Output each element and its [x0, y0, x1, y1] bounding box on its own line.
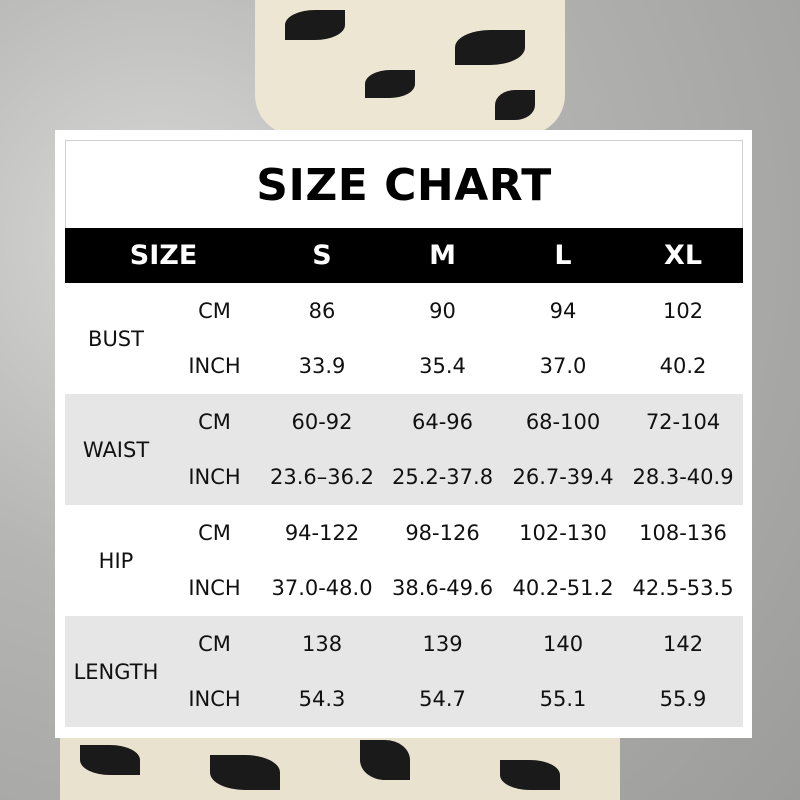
- cell-s-cm: 86: [308, 298, 336, 323]
- cell-s-inch: 37.0-48.0: [271, 576, 373, 601]
- cell-s-inch: 33.9: [298, 354, 346, 379]
- table-row-inch: INCH 37.0-48.0 38.6-49.6 40.2-51.2 42.5-53.5: [65, 561, 743, 617]
- cell-s-cm: 138: [262, 616, 383, 672]
- cell-xl-inch: 42.5-53.5: [632, 576, 734, 601]
- cell-xl-cm: 142: [623, 616, 744, 672]
- cell-m-inch: 35.4: [419, 354, 466, 379]
- measure-label: HIP: [98, 548, 134, 573]
- measure-label: LENGTH: [65, 616, 167, 727]
- table-row-cm: HIP CM 94-122 98-126 102-130 108-136: [65, 505, 743, 573]
- cell-l-inch: 55.1: [503, 671, 624, 727]
- size-xl-header: XL: [623, 228, 744, 283]
- unit-label-inch: INCH: [167, 449, 263, 505]
- unit-label-cm: CM: [198, 298, 231, 323]
- cell-s-inch: 23.6–36.2: [262, 449, 383, 505]
- cell-xl-inch: 28.3-40.9: [623, 449, 744, 505]
- size-s-header: S: [262, 228, 383, 283]
- cell-l-cm: 140: [503, 616, 624, 672]
- leaf-pattern: [455, 30, 525, 65]
- cell-m-inch: 54.7: [382, 671, 504, 727]
- cell-xl-cm: 72-104: [623, 394, 744, 450]
- header-row: SIZE S M L XL: [65, 228, 744, 283]
- cell-s-cm: 60-92: [262, 394, 383, 450]
- cell-m-cm: 90: [429, 298, 456, 323]
- cell-xl-inch: 40.2: [659, 354, 707, 379]
- cell-l-cm: 68-100: [503, 394, 624, 450]
- leaf-pattern: [365, 70, 415, 98]
- cell-l-cm: 102-130: [519, 520, 607, 545]
- table-row-cm: BUST CM 86 90 94 102: [65, 283, 743, 351]
- cell-m-inch: 38.6-49.6: [391, 576, 494, 601]
- unit-label-cm: CM: [167, 616, 263, 672]
- unit-label-cm: CM: [167, 394, 263, 450]
- cell-m-cm: 98-126: [405, 520, 480, 545]
- table-row-inch: INCH 23.6–36.2 25.2-37.8 26.7-39.4 28.3-40.9: [65, 449, 744, 505]
- size-l-header: L: [503, 228, 624, 283]
- leaf-pattern: [495, 90, 535, 120]
- cell-m-inch: 25.2-37.8: [382, 449, 504, 505]
- leaf-pattern: [210, 755, 280, 790]
- leaf-pattern: [360, 740, 410, 780]
- measure-label: BUST: [88, 326, 144, 351]
- unit-label-cm: CM: [198, 520, 231, 545]
- cell-l-cm: 94: [549, 298, 577, 323]
- chart-title: SIZE CHART: [65, 140, 743, 229]
- measure-label: WAIST: [65, 394, 167, 505]
- cell-l-inch: 37.0: [539, 354, 587, 379]
- cell-xl-inch: 55.9: [623, 671, 744, 727]
- cell-s-inch: 54.3: [262, 671, 383, 727]
- cell-l-inch: 40.2-51.2: [512, 576, 614, 601]
- unit-label-inch: INCH: [188, 576, 241, 601]
- table-row-inch: INCH 33.9 35.4 37.0 40.2: [65, 339, 743, 395]
- cell-m-cm: 64-96: [382, 394, 504, 450]
- dress-bottom-photo: [60, 735, 620, 800]
- leaf-pattern: [80, 745, 140, 775]
- size-chart-card: SIZE CHART SIZE S M L XL BUST CM 86 90 94 10…: [55, 130, 752, 738]
- size-table: SIZE S M L XL BUST CM 86 90 94 102 INCH 33.9 3…: [65, 228, 744, 727]
- dress-top-photo: [255, 0, 565, 135]
- size-header: SIZE: [65, 228, 263, 283]
- unit-label-inch: INCH: [188, 354, 241, 379]
- table-row-cm: WAIST CM 60-92 64-96 68-100 72-104: [65, 394, 744, 505]
- cell-m-cm: 139: [382, 616, 504, 672]
- cell-xl-cm: 108-136: [639, 520, 727, 545]
- leaf-pattern: [500, 760, 560, 790]
- cell-s-cm: 94-122: [284, 520, 360, 545]
- leaf-pattern: [285, 10, 345, 40]
- table-row-inch: INCH 54.3 54.7 55.1 55.9: [65, 671, 744, 727]
- cell-l-inch: 26.7-39.4: [503, 449, 624, 505]
- cell-xl-cm: 102: [662, 298, 704, 323]
- unit-label-inch: INCH: [167, 671, 263, 727]
- table-row-cm: LENGTH CM 138 139 140 142: [65, 616, 744, 727]
- size-m-header: M: [382, 228, 504, 283]
